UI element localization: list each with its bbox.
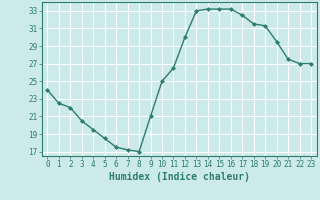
- X-axis label: Humidex (Indice chaleur): Humidex (Indice chaleur): [109, 172, 250, 182]
